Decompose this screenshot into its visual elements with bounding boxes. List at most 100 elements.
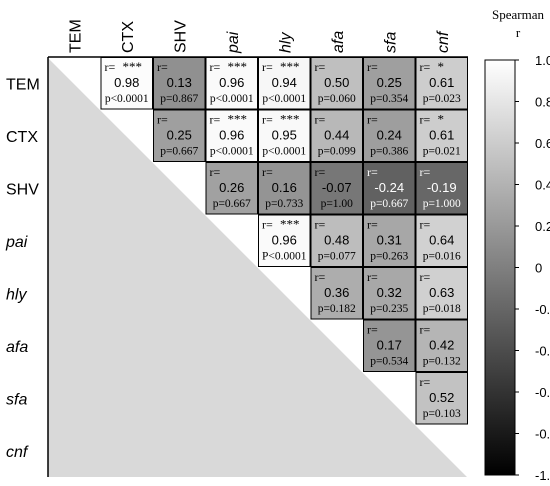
heatmap-cell-TEM-afa: r=0.50 p=0.060	[310, 57, 363, 110]
cell-p-value: p=0.235	[370, 303, 408, 315]
col-label-afa: afa	[330, 31, 347, 53]
cell-fill	[153, 57, 206, 110]
cell-p-value: p=0.354	[370, 93, 408, 105]
heatmap-cell-hly-sfa: r=0.32 p=0.235	[363, 267, 416, 320]
cell-p-value: p=0.182	[318, 303, 356, 315]
row-label-cnf: cnf	[6, 444, 29, 461]
cell-r-value: -0.07	[322, 180, 352, 195]
colorbar-tick-label: 0	[535, 261, 542, 276]
cell-r-prefix: r=	[367, 60, 378, 74]
heatmap-cell-SHV-sfa: r=-0.24 p=0.667	[363, 162, 416, 215]
cell-r-value: 0.52	[429, 390, 454, 405]
cell-fill	[205, 109, 258, 162]
cell-r-prefix: r=	[420, 323, 431, 337]
cell-r-value: 0.13	[167, 75, 192, 90]
row-label-pai: pai	[5, 234, 28, 251]
cell-fill	[310, 57, 363, 110]
cell-r-prefix: r=	[420, 165, 431, 179]
cell-r-prefix: r=	[420, 375, 431, 389]
heatmap-cell-TEM-CTX: r= ***0.98 p<0.0001	[100, 57, 153, 110]
cell-p-value: p=0.018	[423, 303, 461, 315]
colorbar-tick-label: 0.6	[535, 136, 550, 151]
cell-r-prefix: r=	[420, 60, 431, 74]
cell-p-value: p=0.667	[213, 198, 251, 210]
cell-r-value: 0.96	[219, 128, 244, 143]
cell-fill	[415, 372, 468, 425]
cell-r-value: 0.26	[219, 180, 244, 195]
cell-r-prefix: r=	[262, 113, 273, 127]
cell-fill	[363, 214, 416, 267]
heatmap-cell-CTX-hly: r= ***0.95 p<0.0001	[258, 109, 311, 162]
cell-p-value: p<0.0001	[105, 93, 149, 105]
cell-r-value: 0.32	[377, 285, 402, 300]
cell-r-prefix: r=	[367, 113, 378, 127]
row-label-afa: afa	[6, 339, 28, 356]
cell-r-prefix: r=	[315, 60, 326, 74]
cell-p-value: p=0.867	[160, 93, 198, 105]
heatmap-cell-SHV-pai: r=0.26 p=0.667	[205, 162, 258, 215]
cell-fill	[258, 57, 311, 110]
cell-p-value: p=0.667	[370, 198, 408, 210]
heatmap-cell-TEM-sfa: r=0.25 p=0.354	[363, 57, 416, 110]
cell-r-prefix: r=	[262, 218, 273, 232]
cell-p-value: p=0.021	[423, 146, 461, 158]
cell-r-prefix: r=	[315, 218, 326, 232]
cell-r-prefix: r=	[367, 270, 378, 284]
cell-p-value: p=0.060	[318, 93, 356, 105]
colorbar-tick-label: -0.6	[535, 385, 550, 400]
colorbar-tick-label: -0.8	[535, 427, 550, 442]
cell-p-value: p=0.733	[265, 198, 303, 210]
cell-r-prefix: r=	[420, 270, 431, 284]
colorbar-tick-label: 1.0	[535, 53, 550, 68]
cell-p-value: p<0.0001	[262, 146, 306, 158]
heatmap-cell-sfa-cnf: r=0.52 p=0.103	[415, 372, 468, 425]
cell-p-value: p=1.000	[423, 198, 461, 210]
cell-fill	[363, 57, 416, 110]
colorbar-tick-label: 0.4	[535, 178, 550, 193]
cell-r-prefix: r=	[367, 323, 378, 337]
colorbar-tick-label: 0.8	[535, 95, 550, 110]
colorbar-title: Spearman	[492, 7, 544, 22]
cell-p-value: p=1.00	[321, 198, 354, 210]
cell-fill	[415, 109, 468, 162]
heatmap-cell-pai-cnf: r=0.64 p=0.016	[415, 214, 468, 267]
cell-r-prefix: r=	[210, 165, 221, 179]
cell-r-prefix: r=	[262, 60, 273, 74]
cell-p-value: p=0.132	[423, 356, 461, 368]
cell-fill	[363, 109, 416, 162]
heatmap-cell-CTX-cnf: r= *0.61 p=0.021	[415, 109, 468, 162]
row-label-sfa: sfa	[6, 391, 27, 408]
cell-r-value: 0.25	[167, 128, 192, 143]
cell-p-value: P<0.0001	[262, 251, 307, 263]
cell-fill	[415, 57, 468, 110]
cell-r-value: 0.61	[429, 128, 454, 143]
cell-r-prefix: r=	[315, 113, 326, 127]
cell-r-prefix: r=	[315, 270, 326, 284]
cell-r-prefix: r=	[210, 113, 221, 127]
variable-labels-layer: TEM TEM CTX CTX SHV SHV pai pai hly hly afa afa sfa s…	[5, 19, 452, 461]
cell-r-value: 0.17	[377, 338, 402, 353]
heatmap-cell-TEM-cnf: r= *0.61 p=0.023	[415, 57, 468, 110]
heatmap-cell-CTX-SHV: r=0.25 p=0.667	[153, 109, 206, 162]
cell-r-value: 0.61	[429, 75, 454, 90]
cell-fill	[415, 267, 468, 320]
cell-p-value: p<0.0001	[262, 93, 306, 105]
col-label-TEM: TEM	[67, 19, 84, 53]
cell-p-value: p<0.0001	[210, 93, 254, 105]
cell-r-value: 0.96	[219, 75, 244, 90]
col-label-SHV: SHV	[172, 20, 189, 53]
cell-r-value: 0.96	[272, 233, 297, 248]
cell-p-value: p=0.263	[370, 251, 408, 263]
cell-r-prefix: r=	[315, 165, 326, 179]
cell-r-value: 0.50	[324, 75, 349, 90]
colorbar-tick-label: 0.2	[535, 219, 550, 234]
cell-significance-stars: ***	[280, 217, 300, 232]
row-label-hly: hly	[6, 286, 27, 303]
cell-fill	[258, 162, 311, 215]
colorbar-tick-label: -1.0	[535, 468, 550, 483]
cell-r-prefix: r=	[210, 60, 221, 74]
cell-r-value: 0.44	[324, 128, 349, 143]
cell-r-value: 0.64	[429, 233, 454, 248]
cell-significance-stars: ***	[228, 112, 248, 127]
